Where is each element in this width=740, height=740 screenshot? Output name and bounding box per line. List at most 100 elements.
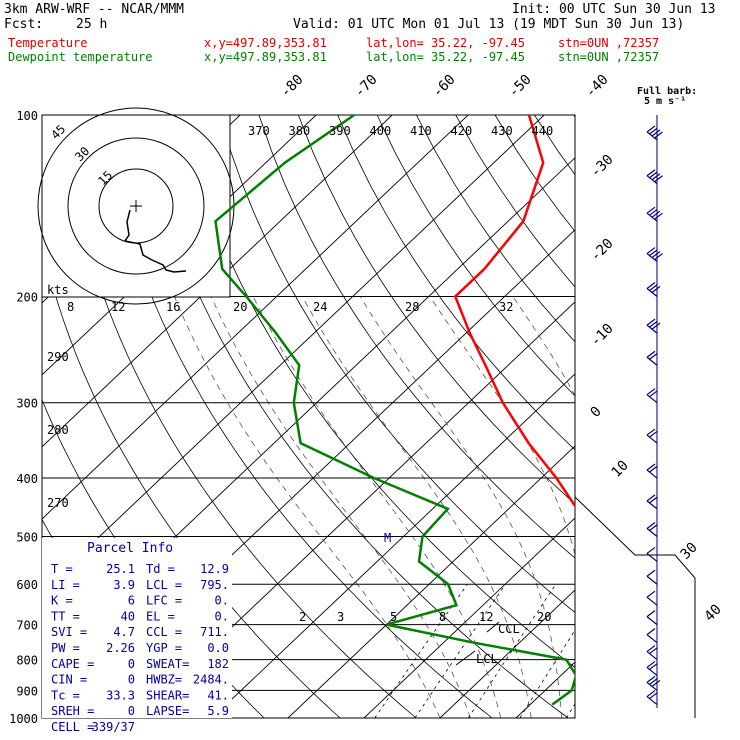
parcel-row-label: LCL = xyxy=(146,578,182,592)
forecast-hour: 25 h xyxy=(76,17,108,32)
pressure-tick-label: 300 xyxy=(16,397,38,411)
lcl-marker: LCL xyxy=(455,650,498,666)
speed-tick-label: 8 xyxy=(67,300,74,314)
dewpoint-row-name: Dewpoint temperature xyxy=(8,50,153,64)
isotherm-label: -30 xyxy=(588,152,617,181)
temperature-row-station: stn=0UN ,72357 xyxy=(558,36,660,50)
parcel-row-value: 795. xyxy=(200,578,229,592)
parcel-row-label: Td = xyxy=(146,562,175,576)
moist-adiabat xyxy=(714,297,740,719)
plot-frame xyxy=(41,114,576,719)
parcel-row-label: Tc = xyxy=(51,688,80,702)
isotherm-line xyxy=(135,301,575,718)
parcel-row-value: 33.3 xyxy=(106,688,135,702)
parcel-row-value: 0. xyxy=(215,594,229,608)
pressure-tick-label: 600 xyxy=(16,578,38,592)
isotherm-label: -50 xyxy=(506,72,535,101)
hodograph-trace xyxy=(123,209,187,273)
isotherm-line xyxy=(42,115,393,448)
wind-barb xyxy=(646,590,658,606)
dry-adiabat xyxy=(731,115,740,718)
pressure-tick-label: 500 xyxy=(16,530,38,544)
parcel-row-value: 0. xyxy=(215,609,229,623)
isotherm-label: -40 xyxy=(583,72,612,101)
isotherm-label: -20 xyxy=(588,236,617,265)
dry-adiabat xyxy=(258,115,575,559)
hodograph: 15 30 45 xyxy=(37,107,235,305)
wind-barb xyxy=(646,247,663,263)
mixing-ratio-line xyxy=(467,583,557,718)
isotherm-label: -80 xyxy=(278,72,307,101)
moist-adiabat xyxy=(252,296,502,718)
parcel-row-value: 5.9 xyxy=(207,704,229,718)
mixing-ratio-label: 20 xyxy=(537,610,551,624)
parcel-row-value: 12.9 xyxy=(200,562,229,576)
dry-adiabat xyxy=(692,115,740,718)
speed-tick-label: 12 xyxy=(111,300,125,314)
svg-text:CCL: CCL xyxy=(498,622,520,636)
parcel-row-label: T = xyxy=(51,562,73,576)
wind-barb xyxy=(646,569,658,585)
hodograph-unit-label: kts xyxy=(47,283,69,297)
ccl-marker: CCL xyxy=(486,621,520,636)
hodograph-ring-middle xyxy=(67,137,205,275)
wind-barb xyxy=(646,125,663,141)
dewpoint-row-station: stn=0UN ,72357 xyxy=(558,50,660,64)
mixing-ratio-line xyxy=(566,703,575,718)
valid-time: Valid: 01 UTC Mon 01 Jul 13 (19 MDT Sun … xyxy=(293,17,685,32)
parcel-info-panel: Parcel Info T = 25.1 Td = 12.9 LI = 3.9 LCL = 7… xyxy=(42,538,232,734)
wind-barb xyxy=(646,206,663,222)
temperature-row-latlon: lat,lon= 35.22, -97.45 xyxy=(366,36,525,50)
moist-adiabat xyxy=(429,296,575,556)
isotherm-line xyxy=(42,115,545,592)
wind-barb xyxy=(646,675,661,691)
parcel-row-label: EL = xyxy=(146,609,175,623)
wind-barb xyxy=(646,660,658,676)
dry-adiabat xyxy=(652,115,740,718)
mixing-ratio-label: 8 xyxy=(439,610,446,624)
pressure-tick-label: 100 xyxy=(16,109,38,123)
theta-label: 380 xyxy=(289,124,311,138)
dry-adiabat xyxy=(613,115,740,718)
parcel-row-value: 182 xyxy=(207,657,229,671)
parcel-row-label: LI = xyxy=(51,578,80,592)
mixing-ratio-label: 5 xyxy=(390,610,397,624)
parcel-row-value: 6 xyxy=(128,594,135,608)
parcel-row-label: PW = xyxy=(51,641,80,655)
wind-barb xyxy=(646,388,658,404)
isotherm-line xyxy=(592,115,740,718)
mixing-ratio-line xyxy=(519,629,575,718)
dry-adiabat xyxy=(337,115,575,451)
dry-adiabat xyxy=(62,115,417,718)
moist-adiabat xyxy=(210,296,471,718)
temperature-row-xy: x,y=497.89,353.81 xyxy=(204,36,327,50)
isotherm-line xyxy=(211,373,575,718)
dry-adiabat xyxy=(494,115,575,233)
parcel-row-value: 0.0 xyxy=(207,641,229,655)
isotherm-line xyxy=(287,445,575,718)
wind-barb xyxy=(646,521,658,537)
dry-adiabat xyxy=(219,115,575,614)
parcel-row-label: K = xyxy=(51,594,73,608)
parcel-row-value: 25.1 xyxy=(106,562,135,576)
wind-barb xyxy=(646,169,663,185)
theta-label: 370 xyxy=(248,124,270,138)
wind-barb xyxy=(646,282,661,297)
dry-adiabat xyxy=(180,115,575,668)
parcel-row-label: TT = xyxy=(51,609,80,623)
parcel-row-value: 711. xyxy=(200,625,229,639)
isotherm-label: 10 xyxy=(609,458,632,481)
parcel-row-value: 4.7 xyxy=(113,625,135,639)
parcel-row-value: 41. xyxy=(207,688,229,702)
speed-tick-label: 16 xyxy=(166,300,180,314)
theta-label: 420 xyxy=(451,124,473,138)
parcel-row-label: LFC = xyxy=(146,594,182,608)
model-title: 3km ARW-WRF -- NCAR/MMM xyxy=(4,2,185,17)
barb-isotherm-label: 30 xyxy=(678,540,701,563)
pressure-tick-label: 200 xyxy=(16,291,38,305)
theta-side-label: 270 xyxy=(47,496,69,510)
theta-label: 440 xyxy=(532,124,554,138)
theta-labels: 370 380 390 400 410 420 430 440 290 280 270 xyxy=(47,124,553,510)
parcel-row-value: 2.26 xyxy=(106,641,135,655)
parcel-row-label: SREH = xyxy=(51,704,94,718)
